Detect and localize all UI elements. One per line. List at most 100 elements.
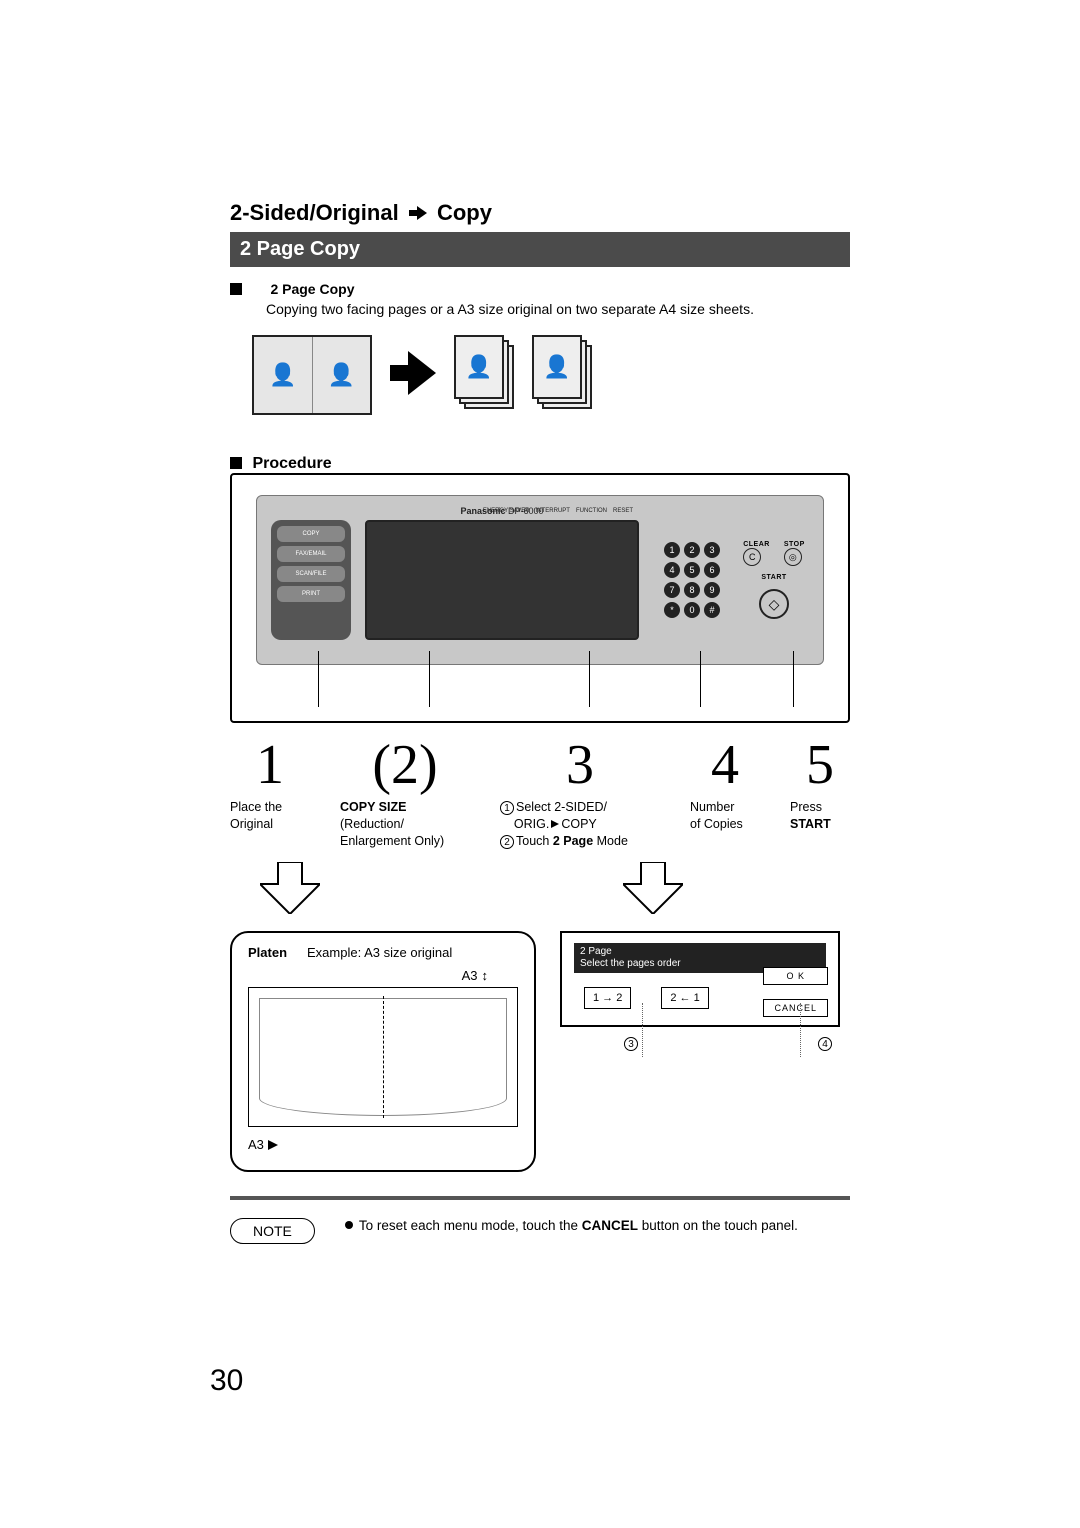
control-panel-frame: COPY FAX/EMAIL SCAN/FILE PRINT Panasonic…	[230, 473, 850, 723]
clear-button[interactable]: C	[743, 548, 761, 566]
start-button[interactable]: ◇	[759, 589, 789, 619]
numeric-keypad: 1 2 3 4 5 6 7 8 9 * 0 #	[664, 542, 720, 618]
right-controls: CLEAR C STOP ◎ START ◇	[739, 541, 809, 619]
down-arrows-row	[230, 850, 850, 927]
key-2[interactable]: 2	[684, 542, 700, 558]
stop-label: STOP	[784, 541, 805, 548]
touch-screen[interactable]: Panasonic DP-6000 ENERGY SAVER INTERRUPT…	[365, 520, 639, 640]
step-4: 4 Numberof Copies	[690, 737, 760, 850]
a3-top-label: A3↕	[248, 968, 518, 983]
illustration-row: 👤 👤 👤 👤	[252, 335, 850, 415]
circled-4-icon: 4	[818, 1037, 832, 1051]
start-label: START	[761, 574, 786, 581]
device-panel: COPY FAX/EMAIL SCAN/FILE PRINT Panasonic…	[256, 495, 824, 665]
bullet-icon	[345, 1221, 353, 1229]
divider-rule	[230, 1196, 850, 1200]
platen-example: Example: A3 size original	[307, 945, 452, 960]
subhead-text: 2 Page Copy	[270, 281, 354, 297]
title-prefix: 2-Sided/Original	[230, 200, 399, 225]
order-1-2-button[interactable]: 1 → 2	[584, 987, 631, 1009]
book-spine-line	[383, 996, 384, 1118]
down-arrow-icon	[260, 862, 320, 919]
step-1: 1 Place theOriginal	[230, 737, 310, 850]
key-4[interactable]: 4	[664, 562, 680, 578]
step-2-number: (2)	[340, 737, 470, 793]
key-star[interactable]: *	[664, 602, 680, 618]
figure-glyph-icon: 👤	[543, 354, 570, 380]
arrow-right-icon	[409, 200, 427, 226]
square-bullet-icon	[230, 283, 242, 295]
step-1-number: 1	[230, 737, 310, 793]
step-5-text: PressSTART	[790, 799, 850, 833]
mode-fax-button[interactable]: FAX/EMAIL	[277, 546, 345, 562]
platen-box: Platen Example: A3 size original A3↕ A3	[230, 931, 536, 1172]
platen-label: Platen	[248, 945, 287, 960]
section-bar: 2 Page Copy	[230, 232, 850, 267]
step-5: 5 PressSTART	[790, 737, 850, 850]
ok-button[interactable]: O K	[763, 967, 828, 985]
key-3[interactable]: 3	[704, 542, 720, 558]
mode-scan-button[interactable]: SCAN/FILE	[277, 566, 345, 582]
touch-panel-box: 2 PageSelect the pages order 1 → 2 2 ← 1…	[560, 931, 840, 1027]
indicator-reset: RESET	[613, 508, 633, 514]
bottom-row: Platen Example: A3 size original A3↕ A3 …	[230, 931, 850, 1172]
mode-button-group: COPY FAX/EMAIL SCAN/FILE PRINT	[271, 520, 351, 640]
indicator-interrupt: INTERRUPT	[536, 508, 570, 514]
key-hash[interactable]: #	[704, 602, 720, 618]
key-5[interactable]: 5	[684, 562, 700, 578]
dotted-line-icon	[800, 1003, 801, 1057]
circled-1-icon: 1	[500, 801, 514, 815]
sheet-icon: 👤	[532, 335, 582, 399]
step-2-text: COPY SIZE (Reduction/ Enlargement Only)	[340, 799, 470, 850]
note-text: To reset each menu mode, touch the CANCE…	[345, 1218, 798, 1233]
touch-panel-column: 2 PageSelect the pages order 1 → 2 2 ← 1…	[560, 931, 850, 1051]
clear-label: CLEAR	[743, 541, 770, 548]
mode-print-button[interactable]: PRINT	[277, 586, 345, 602]
indicator-row: ENERGY SAVER INTERRUPT FUNCTION RESET	[483, 508, 633, 514]
output-stack-2: 👤	[532, 335, 592, 415]
stop-button[interactable]: ◎	[784, 548, 802, 566]
book-left-page: 👤	[254, 337, 313, 413]
platen-glass	[248, 987, 518, 1127]
mode-copy-button[interactable]: COPY	[277, 526, 345, 542]
steps-row: 1 Place theOriginal (2) COPY SIZE (Reduc…	[230, 737, 850, 850]
arrow-right-large-icon	[390, 351, 436, 400]
figure-glyph-icon: 👤	[269, 362, 296, 388]
procedure-heading: Procedure	[230, 455, 850, 473]
platen-heading: Platen Example: A3 size original	[248, 945, 518, 960]
key-0[interactable]: 0	[684, 602, 700, 618]
step-3: 3 1Select 2-SIDED/ ORIG.COPY 2Touch 2 Pa…	[500, 737, 660, 850]
square-bullet-icon	[230, 457, 242, 469]
key-7[interactable]: 7	[664, 582, 680, 598]
key-1[interactable]: 1	[664, 542, 680, 558]
key-8[interactable]: 8	[684, 582, 700, 598]
touch-side-buttons: O K CANCEL	[763, 967, 828, 1017]
double-arrow-vertical-icon: ↕	[482, 968, 489, 983]
circled-3-icon: 3	[624, 1037, 638, 1051]
subsection-heading: 2 Page Copy	[230, 281, 850, 299]
step-4-number: 4	[690, 737, 760, 793]
arrow-right-small-icon	[268, 1140, 278, 1150]
circled-2-icon: 2	[500, 835, 514, 849]
procedure-label: Procedure	[252, 455, 331, 472]
indicator-energy: ENERGY SAVER	[483, 508, 530, 514]
order-2-1-button[interactable]: 2 ← 1	[661, 987, 708, 1009]
book-icon: 👤 👤	[252, 335, 372, 415]
figure-glyph-icon: 👤	[465, 354, 492, 380]
step-5-number: 5	[790, 737, 850, 793]
key-9[interactable]: 9	[704, 582, 720, 598]
step-3-number: 3	[500, 737, 660, 793]
step-3-text: 1Select 2-SIDED/ ORIG.COPY 2Touch 2 Page…	[500, 799, 660, 850]
page-title: 2-Sided/Original Copy	[230, 200, 850, 226]
note-row: NOTE To reset each menu mode, touch the …	[230, 1218, 850, 1244]
dotted-line-icon	[642, 1003, 643, 1057]
page-number: 30	[210, 1364, 243, 1398]
touch-below-labels: 3 4	[560, 1027, 850, 1051]
title-suffix: Copy	[437, 200, 492, 225]
note-badge: NOTE	[230, 1218, 315, 1244]
book-right-page: 👤	[313, 337, 371, 413]
output-stack-1: 👤	[454, 335, 514, 415]
key-6[interactable]: 6	[704, 562, 720, 578]
cancel-button[interactable]: CANCEL	[763, 999, 828, 1017]
down-arrow-icon	[623, 862, 683, 919]
